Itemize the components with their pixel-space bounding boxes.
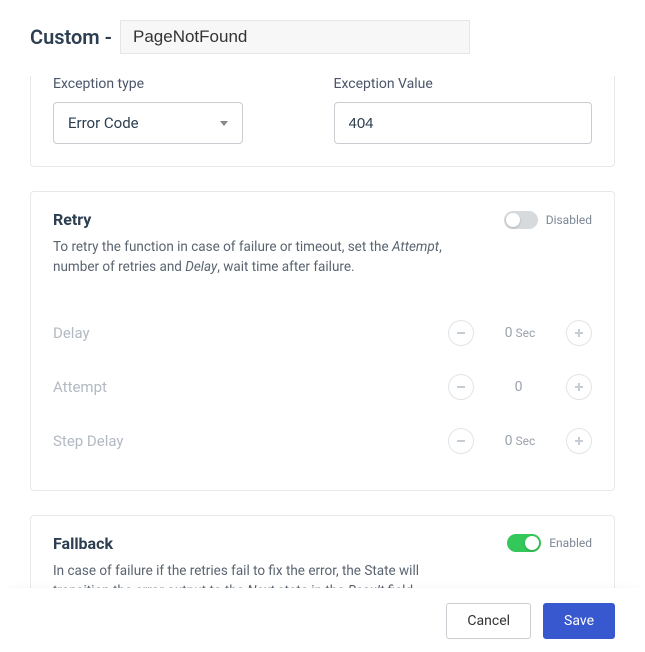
fallback-toggle-label: Enabled <box>549 536 592 550</box>
retry-delay-increment[interactable] <box>566 320 592 346</box>
fallback-title: Fallback <box>53 534 113 553</box>
retry-delay-label: Delay <box>53 324 448 342</box>
minus-icon <box>455 435 467 447</box>
retry-attempt-label: Attempt <box>53 378 448 396</box>
retry-stepdelay-decrement[interactable] <box>448 428 474 454</box>
retry-delay-decrement[interactable] <box>448 320 474 346</box>
retry-stepdelay-label: Step Delay <box>53 432 448 450</box>
chevron-down-icon <box>220 121 228 126</box>
retry-stepdelay-value: 0Sec <box>496 433 544 449</box>
retry-toggle-label: Disabled <box>546 213 592 227</box>
retry-title: Retry <box>53 210 91 229</box>
retry-attempt-decrement[interactable] <box>448 374 474 400</box>
plus-icon <box>573 381 585 393</box>
plus-icon <box>573 327 585 339</box>
exception-name-input[interactable] <box>120 20 470 54</box>
retry-description: To retry the function in case of failure… <box>53 237 473 278</box>
page-title-prefix: Custom - <box>30 25 112 49</box>
retry-delay-row: Delay 0Sec <box>53 306 592 360</box>
save-button[interactable]: Save <box>543 603 615 639</box>
retry-card: Retry Disabled To retry the function in … <box>30 191 615 491</box>
retry-stepdelay-increment[interactable] <box>566 428 592 454</box>
footer: Cancel Save <box>0 588 645 652</box>
retry-attempt-increment[interactable] <box>566 374 592 400</box>
fallback-toggle[interactable] <box>507 534 541 552</box>
exception-type-select[interactable]: Error Code <box>53 102 243 144</box>
exception-value-input[interactable] <box>349 103 578 143</box>
exception-card: Exception type Error Code Exception Valu… <box>30 76 615 167</box>
plus-icon <box>573 435 585 447</box>
retry-delay-value: 0Sec <box>496 325 544 341</box>
retry-attempt-row: Attempt 0 <box>53 360 592 414</box>
retry-attempt-value: 0 <box>496 379 544 395</box>
exception-type-label: Exception type <box>53 76 312 92</box>
cancel-button[interactable]: Cancel <box>446 603 531 639</box>
exception-value-label: Exception Value <box>334 76 593 92</box>
retry-toggle[interactable] <box>504 211 538 229</box>
minus-icon <box>455 327 467 339</box>
minus-icon <box>455 381 467 393</box>
retry-stepdelay-row: Step Delay 0Sec <box>53 414 592 468</box>
exception-type-value: Error Code <box>68 114 139 132</box>
